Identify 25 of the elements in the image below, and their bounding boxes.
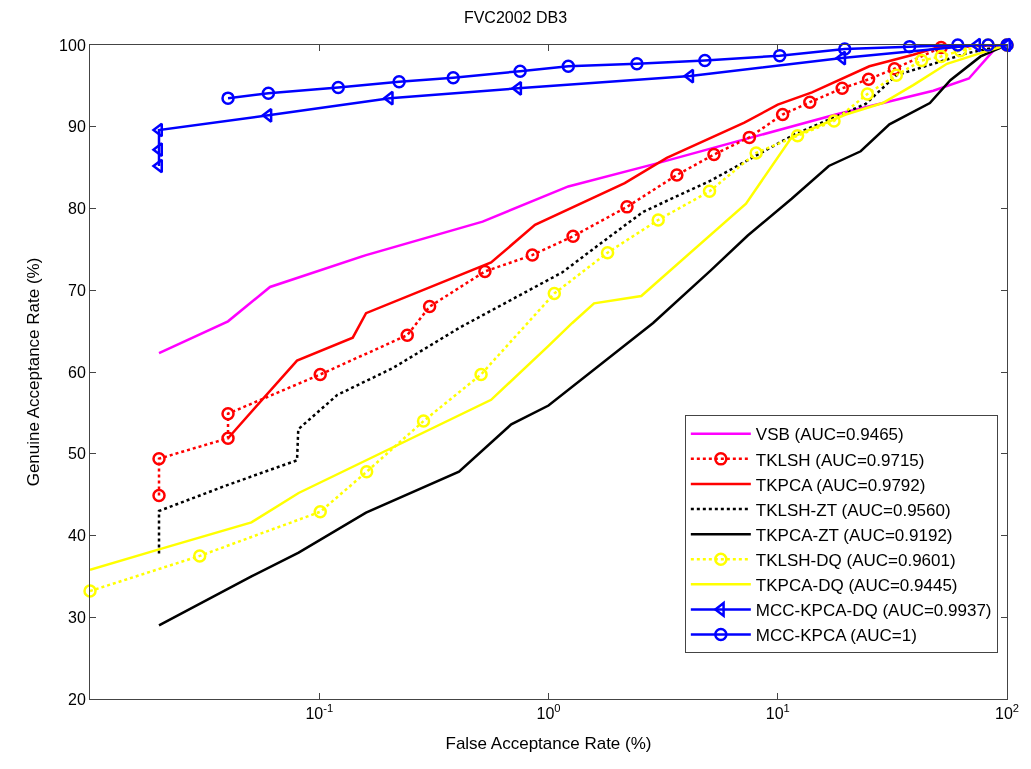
legend-label: TKPCA-ZT (AUC=0.9192) — [755, 525, 953, 545]
y-axis-title: Genuine Acceptance Rate (%) — [23, 257, 43, 487]
legend-label: TKLSH-DQ (AUC=0.9601) — [755, 550, 956, 570]
y-tick-label: 80 — [68, 200, 86, 218]
x-tick-label: 10$^{-1}$ — [305, 702, 334, 723]
y-tick-label: 20 — [68, 690, 86, 708]
legend-label: VSB (AUC=0.9465) — [755, 425, 904, 445]
y-tick-label: 100 — [59, 36, 86, 54]
y-tick-label: 40 — [68, 527, 86, 545]
y-tick-label: 90 — [68, 118, 86, 136]
legend-label: TKPCA-DQ (AUC=0.9445) — [755, 576, 958, 595]
x-tick-label: 10$^{2}$ — [994, 702, 1020, 723]
y-tick-label: 50 — [68, 445, 86, 463]
legend-label: MCC-KPCA-DQ (AUC=0.9937) — [755, 601, 992, 621]
x-axis-title: False Acceptance Rate (%) — [445, 733, 652, 753]
y-tick-label: 60 — [68, 363, 86, 381]
legend-label: TKPCA (AUC=0.9792) — [755, 475, 926, 495]
legend-label: MCC-KPCA (AUC=1) — [755, 626, 917, 646]
legend-label: TKLSH-ZT (AUC=0.9560) — [755, 500, 951, 520]
x-tick-label: 10$^{0}$ — [536, 702, 561, 723]
legend-label: TKLSH (AUC=0.9715) — [755, 450, 925, 470]
x-tick-label: 10$^{1}$ — [765, 702, 790, 723]
chart-title: FVC2002 DB3 — [463, 8, 568, 26]
y-tick-label: 70 — [68, 281, 86, 299]
y-tick-label: 30 — [68, 608, 86, 626]
